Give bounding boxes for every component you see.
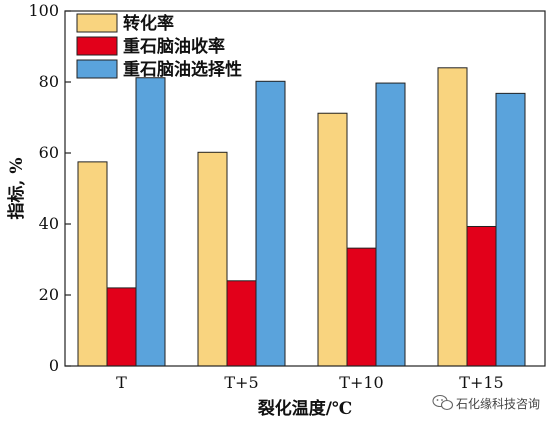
y-tick-label: 80 bbox=[39, 72, 59, 91]
bar-2-Tplus10 bbox=[346, 247, 377, 367]
legend-label-2: 重石脑油收率 bbox=[123, 36, 225, 57]
wechat-icon bbox=[432, 394, 454, 411]
watermark-text: 石化缘科技咨询 bbox=[456, 396, 540, 411]
y-axis-label: 指标, % bbox=[6, 158, 27, 220]
bar-3-Tplus15 bbox=[495, 92, 526, 367]
bar-1-Tplus10 bbox=[317, 112, 348, 367]
bar-3-Tplus5 bbox=[255, 80, 286, 367]
watermark: 石化缘科技咨询 bbox=[432, 394, 540, 411]
bar-3-T bbox=[135, 77, 166, 367]
legend-swatch-1 bbox=[76, 13, 118, 33]
y-tick-label: 20 bbox=[39, 285, 59, 304]
x-tick-label: T+15 bbox=[459, 373, 503, 392]
bar-2-Tplus15 bbox=[466, 225, 497, 367]
legend-swatch-3 bbox=[76, 59, 118, 79]
bar-1-Tplus15 bbox=[437, 67, 468, 367]
legend-label-3: 重石脑油选择性 bbox=[123, 59, 242, 80]
x-tick-label: T+5 bbox=[224, 373, 258, 392]
bar-3-Tplus10 bbox=[375, 82, 406, 367]
y-tick-label: 40 bbox=[39, 214, 59, 233]
legend-label-1: 转化率 bbox=[123, 13, 174, 34]
legend-swatch-2 bbox=[76, 36, 118, 56]
plot-frame bbox=[64, 10, 546, 367]
bar-1-Tplus5 bbox=[197, 151, 228, 367]
bar-2-Tplus5 bbox=[226, 280, 257, 367]
bar-1-T bbox=[77, 161, 108, 367]
bars-group bbox=[77, 67, 526, 367]
x-axis-label: 裂化温度/℃ bbox=[257, 398, 353, 419]
y-tick-label: 60 bbox=[39, 143, 59, 162]
x-tick-label: T+10 bbox=[339, 373, 383, 392]
bar-2-T bbox=[106, 287, 137, 367]
x-tick-label: T bbox=[116, 373, 127, 392]
y-tick-label: 100 bbox=[28, 1, 59, 20]
y-tick-label: 0 bbox=[49, 356, 59, 375]
axes-group: T T+5 T+10 T+15 0 20 40 60 80 100 bbox=[28, 1, 546, 392]
